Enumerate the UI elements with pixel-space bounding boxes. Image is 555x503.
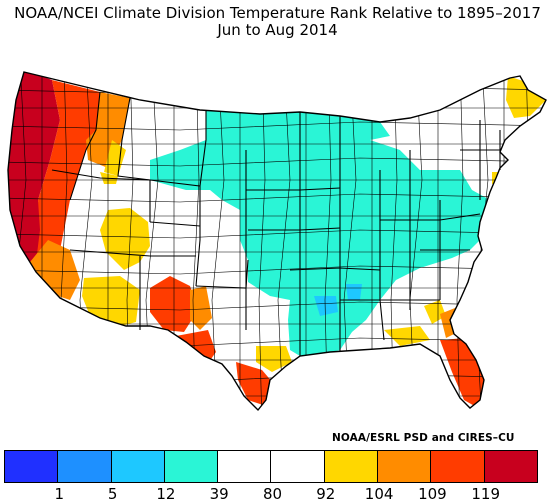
map-title: NOAA/NCEI Climate Division Temperature R… (14, 4, 541, 22)
legend-tick-label: 1 (54, 485, 65, 503)
legend-swatch (110, 450, 165, 483)
new-mexico-above-region (190, 286, 212, 330)
color-legend (4, 450, 538, 483)
legend-swatch (430, 450, 485, 483)
maine-slightly-above-region (506, 76, 546, 118)
map-subtitle: Jun to Aug 2014 (217, 21, 338, 39)
legend-swatch (217, 450, 272, 483)
legend-swatch (4, 450, 59, 483)
lower-mississippi-well-below-region (346, 284, 362, 300)
legend-swatch (377, 450, 432, 483)
map-regions (8, 72, 546, 410)
legend-swatch (57, 450, 112, 483)
legend-tick-label: 104 (364, 485, 394, 503)
carolinas-slightly-above-region (384, 326, 430, 346)
legend-swatch (270, 450, 325, 483)
arizona-slightly-above-region (82, 276, 140, 328)
central-plains-below-region (150, 110, 490, 356)
legend-tick-label: 80 (262, 485, 283, 503)
texas-south-well-above-region (236, 362, 274, 406)
legend-swatch (483, 450, 538, 483)
legend-tick-label: 5 (107, 485, 118, 503)
us-climate-division-map (7, 71, 547, 411)
great-lakes-white-region (370, 130, 440, 170)
legend-swatch (323, 450, 379, 483)
georgia-slightly-above-region (424, 300, 446, 324)
mississippi-valley-well-below-region (314, 296, 338, 316)
data-credit: NOAA/ESRL PSD and CIRES–CU (332, 432, 515, 444)
legend-tick-label: 92 (316, 485, 336, 503)
legend-tick-label: 119 (471, 485, 501, 503)
nevada-utah-slightly-above-region (100, 208, 150, 270)
legend-swatch (163, 450, 219, 483)
state-borders (51, 91, 501, 356)
texas-gulf-slightly-above-region (256, 346, 292, 372)
legend-tick-label: 39 (209, 485, 229, 503)
legend-tick-label: 109 (418, 485, 447, 503)
legend-tick-label: 12 (156, 485, 176, 503)
